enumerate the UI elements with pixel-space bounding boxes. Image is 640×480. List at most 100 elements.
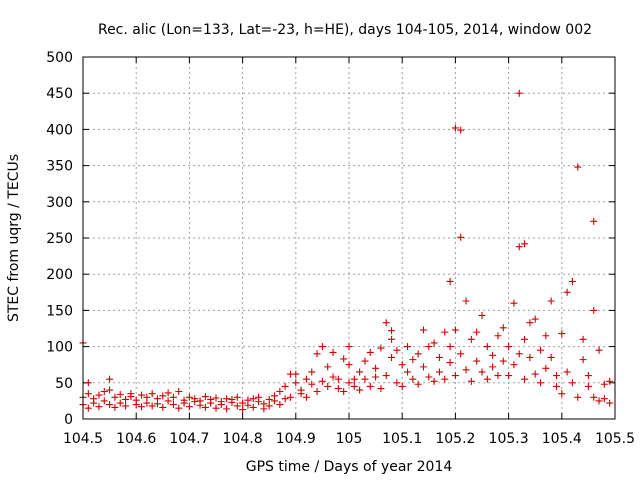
x-tick-label: 104.9: [276, 431, 316, 447]
data-point: [457, 126, 465, 134]
data-point: [537, 346, 545, 354]
data-point: [90, 399, 98, 407]
data-point: [318, 343, 326, 351]
data-point: [244, 401, 252, 409]
data-point: [212, 394, 220, 402]
data-point: [552, 372, 560, 380]
data-point: [404, 368, 412, 376]
data-point: [377, 344, 385, 352]
data-point: [473, 328, 481, 336]
data-point: [153, 400, 161, 408]
data-point: [595, 397, 603, 405]
data-point: [600, 380, 608, 388]
data-point: [324, 363, 332, 371]
data-point: [467, 335, 475, 343]
data-point: [446, 277, 454, 285]
y-tick-label: 150: [46, 303, 73, 319]
data-point: [361, 375, 369, 383]
data-point: [100, 387, 108, 395]
plot-frame: [82, 56, 616, 420]
data-point: [510, 361, 518, 369]
data-point: [350, 382, 358, 390]
data-point: [419, 363, 427, 371]
data-point: [446, 343, 454, 351]
data-point: [84, 390, 92, 398]
data-point: [542, 364, 550, 372]
data-point: [356, 386, 364, 394]
data-point: [350, 375, 358, 383]
data-point: [313, 387, 321, 395]
x-tick-label: 104.6: [116, 431, 156, 447]
data-point: [515, 89, 523, 97]
data-point: [366, 382, 374, 390]
data-point: [159, 392, 167, 400]
data-point: [138, 403, 146, 411]
data-point: [574, 163, 582, 171]
data-point: [398, 361, 406, 369]
data-point: [547, 353, 555, 361]
data-point: [547, 297, 555, 305]
data-point: [467, 377, 475, 385]
y-tick-label: 50: [55, 376, 73, 392]
data-point: [382, 319, 390, 327]
data-point: [558, 390, 566, 398]
y-tick-label: 0: [64, 412, 73, 428]
data-point: [143, 399, 151, 407]
data-point: [116, 390, 124, 398]
data-point: [510, 299, 518, 307]
data-point: [414, 350, 422, 358]
data-point: [372, 373, 380, 381]
data-point: [414, 380, 422, 388]
data-point: [568, 379, 576, 387]
y-tick-label: 350: [46, 159, 73, 175]
data-point: [435, 353, 443, 361]
data-point: [584, 372, 592, 380]
data-point: [584, 382, 592, 390]
data-point: [600, 395, 608, 403]
data-point: [590, 217, 598, 225]
data-point: [127, 390, 135, 398]
data-point: [409, 356, 417, 364]
data-point: [579, 335, 587, 343]
data-point: [425, 343, 433, 351]
data-point: [558, 330, 566, 338]
data-point: [435, 368, 443, 376]
data-point: [111, 393, 119, 401]
data-point: [106, 386, 114, 394]
data-point: [398, 382, 406, 390]
data-point: [568, 277, 576, 285]
x-tick-label: 104.8: [223, 431, 263, 447]
data-point: [537, 379, 545, 387]
data-point: [239, 399, 247, 407]
data-point: [207, 399, 215, 407]
data-point: [489, 351, 497, 359]
data-point: [563, 288, 571, 296]
data-point: [531, 315, 539, 323]
data-point: [286, 393, 294, 401]
x-tick-label: 104.7: [169, 431, 209, 447]
data-point: [249, 403, 257, 411]
data-point: [505, 372, 513, 380]
y-tick-label: 450: [46, 86, 73, 102]
y-tick-label: 200: [46, 267, 73, 283]
data-point: [531, 370, 539, 378]
data-point: [271, 397, 279, 405]
data-point: [382, 372, 390, 380]
data-point: [451, 124, 459, 132]
data-point: [441, 328, 449, 336]
data-point: [366, 348, 374, 356]
x-axis-ticks: 104.5 104.6 104.7 104.8 104.9 105 105.1 105.2 10…: [63, 57, 635, 447]
data-point: [526, 319, 534, 327]
data-point: [499, 324, 507, 332]
data-point: [297, 386, 305, 394]
data-point: [388, 335, 396, 343]
data-point: [122, 395, 130, 403]
data-point: [265, 395, 273, 403]
data-point: [579, 356, 587, 364]
data-point: [329, 348, 337, 356]
data-point: [175, 404, 183, 412]
data-point: [116, 399, 124, 407]
data-points: [79, 89, 614, 414]
data-point: [372, 364, 380, 372]
data-point: [606, 377, 614, 385]
